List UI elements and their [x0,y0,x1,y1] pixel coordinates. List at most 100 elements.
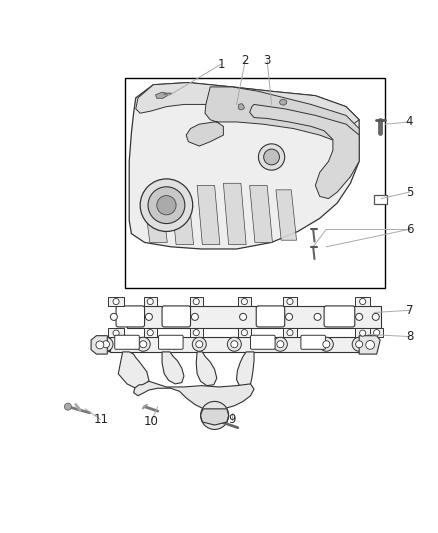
Polygon shape [144,297,157,306]
Text: 5: 5 [406,185,413,198]
Circle shape [356,341,363,348]
FancyBboxPatch shape [162,306,191,327]
Polygon shape [118,352,149,388]
Text: 10: 10 [144,416,159,429]
Circle shape [147,329,153,336]
Polygon shape [127,306,381,328]
Polygon shape [250,104,359,199]
Polygon shape [91,336,107,354]
Circle shape [227,337,241,351]
FancyBboxPatch shape [159,335,183,349]
Circle shape [96,341,104,349]
Polygon shape [186,87,359,146]
Polygon shape [237,352,254,388]
Circle shape [157,196,176,215]
Circle shape [356,313,363,320]
Circle shape [240,313,247,320]
FancyBboxPatch shape [116,306,145,327]
Circle shape [366,341,374,349]
Circle shape [64,403,71,410]
Circle shape [360,330,366,336]
Text: 4: 4 [406,116,413,128]
Circle shape [102,341,110,348]
Polygon shape [355,297,370,306]
Polygon shape [283,328,297,336]
Circle shape [314,313,321,320]
Circle shape [113,330,119,336]
Circle shape [319,337,333,351]
Text: 8: 8 [406,330,413,343]
Polygon shape [279,99,287,106]
Text: 1: 1 [217,58,225,71]
Polygon shape [134,381,254,410]
Circle shape [193,329,199,336]
Circle shape [140,341,147,348]
Polygon shape [197,185,220,245]
Polygon shape [238,297,251,306]
Text: 7: 7 [406,304,413,317]
Polygon shape [201,409,229,425]
Polygon shape [108,328,124,337]
Polygon shape [155,92,167,98]
Circle shape [140,179,193,231]
Circle shape [323,341,330,348]
FancyBboxPatch shape [256,306,285,327]
Circle shape [241,329,247,336]
Circle shape [277,341,284,348]
Polygon shape [145,201,167,243]
Polygon shape [190,297,203,306]
Circle shape [201,401,229,430]
Circle shape [273,337,287,351]
Circle shape [258,144,285,170]
Circle shape [287,298,293,304]
Polygon shape [108,297,124,306]
Polygon shape [144,328,157,336]
Polygon shape [250,185,272,243]
Circle shape [196,341,203,348]
FancyBboxPatch shape [251,335,275,349]
Circle shape [286,313,293,320]
Circle shape [148,187,185,223]
Circle shape [113,298,119,304]
Polygon shape [96,336,110,352]
Polygon shape [238,328,251,336]
Circle shape [193,298,199,304]
Circle shape [372,313,379,320]
Text: 9: 9 [228,413,236,426]
Circle shape [99,337,113,351]
Polygon shape [370,328,383,336]
Circle shape [147,298,153,304]
Circle shape [374,329,380,336]
Bar [374,195,387,204]
Text: 2: 2 [241,54,249,67]
Circle shape [360,298,366,304]
Polygon shape [171,192,194,245]
Circle shape [241,298,247,304]
Circle shape [192,337,206,351]
Circle shape [145,313,152,320]
Circle shape [264,149,279,165]
Circle shape [231,341,238,348]
FancyBboxPatch shape [324,306,355,327]
Circle shape [110,313,117,320]
Polygon shape [129,83,359,249]
FancyBboxPatch shape [301,335,325,349]
Text: 3: 3 [264,54,271,67]
Polygon shape [223,183,246,245]
Circle shape [352,337,366,351]
Polygon shape [359,336,380,354]
Circle shape [136,337,150,351]
Polygon shape [190,328,203,336]
Polygon shape [283,297,297,306]
Polygon shape [238,103,244,110]
Polygon shape [276,190,297,240]
Polygon shape [110,336,376,352]
Circle shape [191,313,198,320]
Polygon shape [162,352,184,384]
Circle shape [287,329,293,336]
Text: 11: 11 [93,413,108,426]
Polygon shape [355,328,370,337]
Polygon shape [196,352,217,386]
FancyBboxPatch shape [115,335,139,349]
Bar [125,78,385,288]
